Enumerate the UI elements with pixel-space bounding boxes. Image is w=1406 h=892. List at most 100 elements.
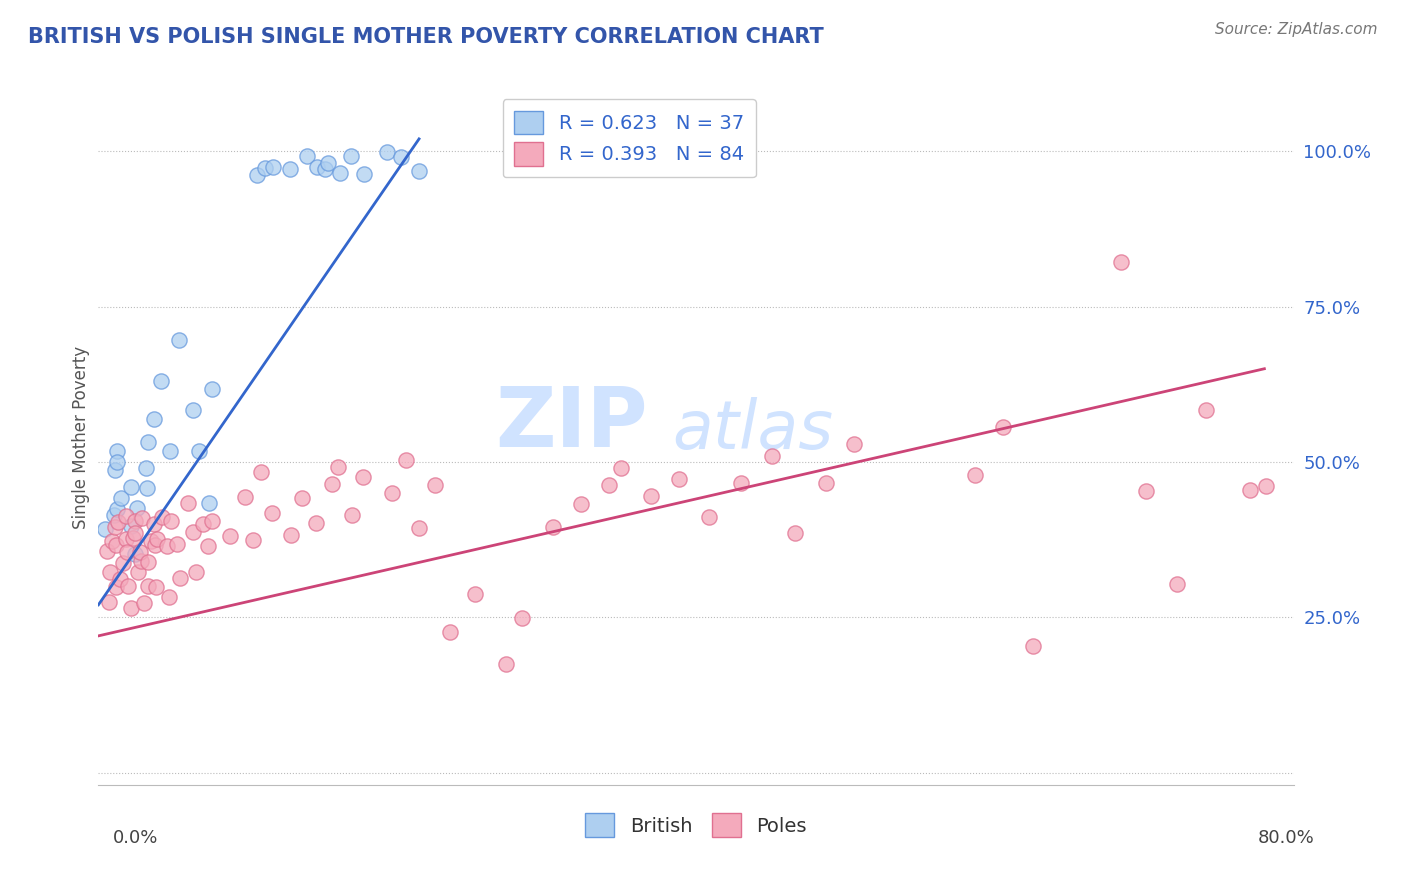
Point — [187, 444, 209, 458]
Point — [124, 547, 146, 561]
Text: Source: ZipAtlas.com: Source: ZipAtlas.com — [1215, 22, 1378, 37]
Point — [143, 538, 166, 552]
Point — [305, 516, 328, 530]
Point — [1166, 576, 1188, 591]
Point — [761, 449, 783, 463]
Point — [339, 149, 361, 163]
Point — [316, 155, 339, 169]
Point — [115, 508, 138, 523]
Point — [242, 533, 264, 547]
Point — [375, 145, 398, 159]
Point — [124, 514, 146, 528]
Point — [105, 444, 128, 458]
Point — [136, 579, 159, 593]
Point — [201, 514, 224, 528]
Point — [991, 420, 1014, 434]
Point — [1195, 402, 1218, 417]
Point — [104, 463, 127, 477]
Point — [132, 597, 155, 611]
Point — [181, 402, 204, 417]
Point — [246, 168, 269, 182]
Point — [260, 506, 283, 520]
Point — [93, 522, 115, 536]
Point — [353, 167, 375, 181]
Point — [197, 496, 219, 510]
Point — [381, 486, 404, 500]
Point — [142, 412, 165, 426]
Point — [120, 519, 142, 533]
Point — [598, 478, 620, 492]
Point — [125, 500, 148, 515]
Point — [143, 517, 166, 532]
Point — [495, 657, 517, 672]
Point — [138, 555, 160, 569]
Point — [249, 465, 271, 479]
Point — [120, 601, 142, 615]
Point — [197, 539, 219, 553]
Point — [129, 554, 152, 568]
Point — [218, 529, 240, 543]
Point — [280, 162, 302, 177]
Point — [183, 525, 205, 540]
Point — [262, 160, 284, 174]
Text: ZIP: ZIP — [496, 383, 648, 464]
Legend: British, Poles: British, Poles — [578, 805, 814, 845]
Point — [177, 496, 200, 510]
Point — [105, 538, 128, 552]
Point — [464, 586, 486, 600]
Point — [159, 444, 181, 458]
Point — [124, 525, 146, 540]
Point — [105, 455, 128, 469]
Point — [730, 475, 752, 490]
Point — [785, 526, 807, 541]
Point — [135, 460, 157, 475]
Point — [145, 580, 167, 594]
Point — [97, 595, 120, 609]
Point — [699, 509, 721, 524]
Point — [115, 545, 138, 559]
Point — [842, 437, 865, 451]
Point — [668, 472, 690, 486]
Point — [150, 374, 173, 388]
Point — [146, 532, 169, 546]
Point — [280, 528, 302, 542]
Text: 0.0%: 0.0% — [112, 829, 157, 847]
Point — [141, 533, 163, 548]
Point — [167, 334, 190, 348]
Point — [295, 148, 318, 162]
Point — [569, 496, 592, 510]
Point — [131, 511, 153, 525]
Point — [110, 572, 132, 586]
Point — [233, 490, 256, 504]
Point — [389, 150, 412, 164]
Point — [110, 491, 132, 506]
Y-axis label: Single Mother Poverty: Single Mother Poverty — [72, 345, 90, 529]
Point — [1022, 639, 1045, 653]
Point — [395, 453, 418, 467]
Point — [191, 516, 214, 531]
Point — [127, 565, 149, 579]
Point — [160, 514, 183, 528]
Point — [610, 460, 633, 475]
Point — [815, 475, 838, 490]
Point — [1239, 483, 1261, 498]
Point — [1109, 254, 1132, 268]
Point — [117, 579, 139, 593]
Point — [105, 501, 128, 516]
Point — [423, 477, 446, 491]
Text: atlas: atlas — [672, 397, 834, 463]
Point — [1135, 483, 1157, 498]
Point — [120, 479, 142, 493]
Point — [150, 509, 173, 524]
Point — [253, 161, 276, 175]
Point — [329, 166, 352, 180]
Text: BRITISH VS POLISH SINGLE MOTHER POVERTY CORRELATION CHART: BRITISH VS POLISH SINGLE MOTHER POVERTY … — [28, 27, 824, 46]
Point — [105, 580, 128, 594]
Point — [184, 565, 207, 579]
Point — [439, 624, 461, 639]
Point — [314, 162, 336, 177]
Point — [352, 470, 374, 484]
Point — [291, 491, 314, 505]
Point — [115, 532, 138, 546]
Point — [135, 482, 157, 496]
